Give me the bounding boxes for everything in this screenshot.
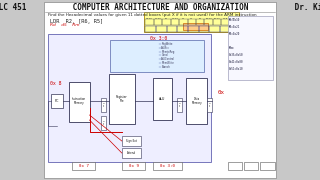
Text: RegWrite: RegWrite bbox=[162, 42, 173, 46]
Text: PC: PC bbox=[55, 99, 60, 103]
Bar bbox=[260, 162, 275, 170]
Text: ELC 451          COMPUTER ARCHITECTURE AND ORGANIZATION          Dr. Kim: ELC 451 COMPUTER ARCHITECTURE AND ORGANI… bbox=[0, 3, 320, 12]
Bar bbox=[220, 26, 230, 32]
Text: 31:28: 31:28 bbox=[146, 17, 153, 19]
Text: 0x 7: 0x 7 bbox=[79, 164, 89, 168]
Bar bbox=[122, 136, 141, 146]
Text: MemtoReg: MemtoReg bbox=[162, 50, 175, 54]
Text: Mem:: Mem: bbox=[229, 46, 236, 50]
Bar bbox=[108, 74, 135, 124]
Bar bbox=[213, 19, 221, 25]
Bar bbox=[198, 26, 209, 32]
Bar bbox=[230, 19, 238, 25]
Text: 0x 9: 0x 9 bbox=[129, 164, 139, 168]
Bar bbox=[101, 116, 106, 130]
Bar bbox=[221, 19, 230, 25]
Text: MemWrite: MemWrite bbox=[162, 61, 174, 65]
Text: ALU: ALU bbox=[159, 97, 165, 101]
Text: 0x41=0x00: 0x41=0x00 bbox=[229, 60, 244, 64]
Text: 0x 8: 0x 8 bbox=[50, 80, 61, 86]
Text: ALUSrc: ALUSrc bbox=[162, 46, 170, 50]
Text: M
U
X: M U X bbox=[209, 103, 210, 107]
Text: Extend: Extend bbox=[127, 151, 136, 155]
Text: 0x51=0x10: 0x51=0x10 bbox=[229, 67, 244, 71]
Bar bbox=[207, 98, 212, 112]
Bar bbox=[122, 162, 145, 170]
Bar bbox=[110, 40, 204, 72]
Bar bbox=[187, 78, 207, 124]
Bar bbox=[171, 19, 179, 25]
Text: 0x 3:0: 0x 3:0 bbox=[160, 164, 175, 168]
Text: R5=0x20: R5=0x20 bbox=[229, 32, 240, 36]
Bar bbox=[72, 162, 95, 170]
Text: 11:8: 11:8 bbox=[223, 17, 228, 19]
Text: 25: 25 bbox=[165, 17, 168, 19]
Text: Sign Ext: Sign Ext bbox=[126, 139, 137, 143]
Text: 20: 20 bbox=[199, 17, 202, 19]
Text: 0x35=0x50: 0x35=0x50 bbox=[229, 53, 244, 57]
Bar bbox=[51, 94, 63, 108]
Text: M
U
X: M U X bbox=[103, 103, 105, 107]
Text: R0=0x10: R0=0x10 bbox=[229, 18, 240, 22]
Bar bbox=[69, 82, 90, 122]
Bar bbox=[145, 19, 154, 25]
Text: Instruction
Memory: Instruction Memory bbox=[72, 96, 86, 105]
Bar bbox=[177, 26, 188, 32]
Bar bbox=[188, 26, 198, 32]
Bar bbox=[188, 19, 196, 25]
Bar bbox=[167, 26, 177, 32]
Bar bbox=[162, 19, 171, 25]
Text: Rd    d5    Rm: Rd d5 Rm bbox=[50, 23, 79, 27]
Text: 19:16: 19:16 bbox=[205, 17, 212, 19]
Text: Register
File: Register File bbox=[116, 94, 128, 103]
Bar bbox=[153, 162, 182, 170]
Text: R6=0x21: R6=0x21 bbox=[229, 25, 240, 29]
Text: 15:12: 15:12 bbox=[214, 17, 220, 19]
Bar bbox=[153, 78, 172, 120]
Text: 0x 3:0: 0x 3:0 bbox=[150, 35, 167, 40]
Text: 0x: 0x bbox=[218, 89, 224, 94]
Text: ALUControl: ALUControl bbox=[162, 57, 175, 61]
Bar bbox=[177, 98, 182, 112]
Bar bbox=[154, 19, 162, 25]
Bar bbox=[244, 162, 259, 170]
Text: Data
Memory: Data Memory bbox=[191, 96, 202, 105]
Bar bbox=[228, 162, 242, 170]
Text: 21: 21 bbox=[190, 17, 193, 19]
Bar bbox=[156, 26, 167, 32]
Bar bbox=[228, 16, 273, 80]
Bar bbox=[48, 34, 212, 162]
Text: Cond: Cond bbox=[162, 53, 168, 57]
Bar bbox=[145, 26, 156, 32]
Bar bbox=[122, 148, 141, 158]
Bar bbox=[204, 19, 213, 25]
Text: M
U
X: M U X bbox=[179, 103, 180, 107]
Text: Find the Hexadecimal values for given 11 dotted boxes (put X if it is not used) : Find the Hexadecimal values for given 11… bbox=[48, 13, 257, 17]
Text: 24:23: 24:23 bbox=[172, 17, 178, 19]
Bar bbox=[209, 26, 220, 32]
Text: 7:0: 7:0 bbox=[232, 17, 236, 19]
Bar bbox=[179, 19, 188, 25]
Text: Branch: Branch bbox=[162, 65, 170, 69]
Text: 22: 22 bbox=[182, 17, 185, 19]
Bar bbox=[101, 98, 106, 112]
Text: 27:26: 27:26 bbox=[155, 17, 161, 19]
Text: M
U
X: M U X bbox=[103, 121, 105, 125]
Text: LDR  R2, [R6, R5]: LDR R2, [R6, R5] bbox=[50, 19, 103, 24]
Bar bbox=[196, 19, 204, 25]
Bar bbox=[183, 23, 208, 30]
Bar bbox=[144, 12, 239, 32]
